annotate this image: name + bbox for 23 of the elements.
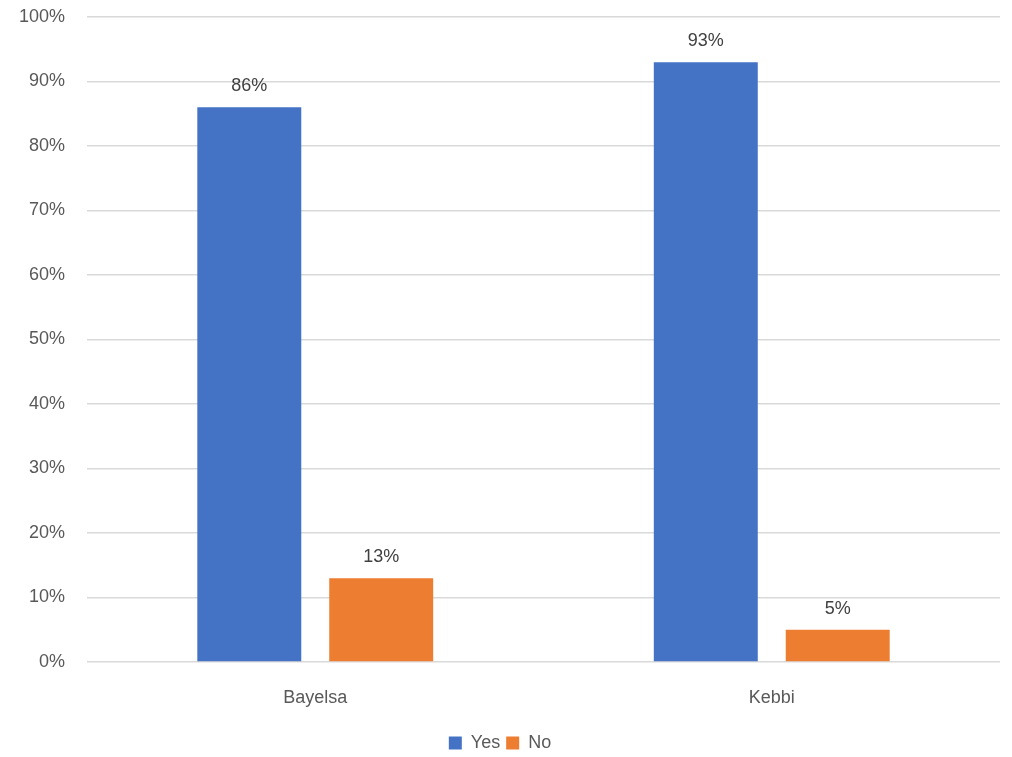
bar (653, 62, 758, 662)
bar (785, 629, 890, 662)
y-tick-label: 70% (28, 199, 65, 220)
data-label: 93% (687, 30, 724, 51)
legend-label: No (528, 731, 552, 752)
y-tick-label: 100% (18, 5, 65, 26)
y-tick-label: 10% (28, 586, 65, 607)
y-tick-label: 60% (28, 263, 65, 284)
y-tick-label: 80% (28, 134, 65, 155)
x-tick-label: Kebbi (748, 686, 795, 707)
y-tick-label: 0% (38, 650, 65, 671)
data-label: 5% (824, 597, 851, 618)
x-tick-label: Bayelsa (283, 686, 349, 707)
y-tick-label: 90% (28, 70, 65, 91)
bar (197, 107, 302, 662)
y-tick-label: 50% (28, 328, 65, 349)
y-tick-label: 20% (28, 521, 65, 542)
data-label: 13% (363, 546, 400, 567)
data-label: 86% (231, 75, 268, 96)
bar (329, 578, 434, 662)
y-tick-label: 40% (28, 392, 65, 413)
y-tick-label: 30% (28, 457, 65, 478)
legend-label: Yes (470, 731, 501, 752)
